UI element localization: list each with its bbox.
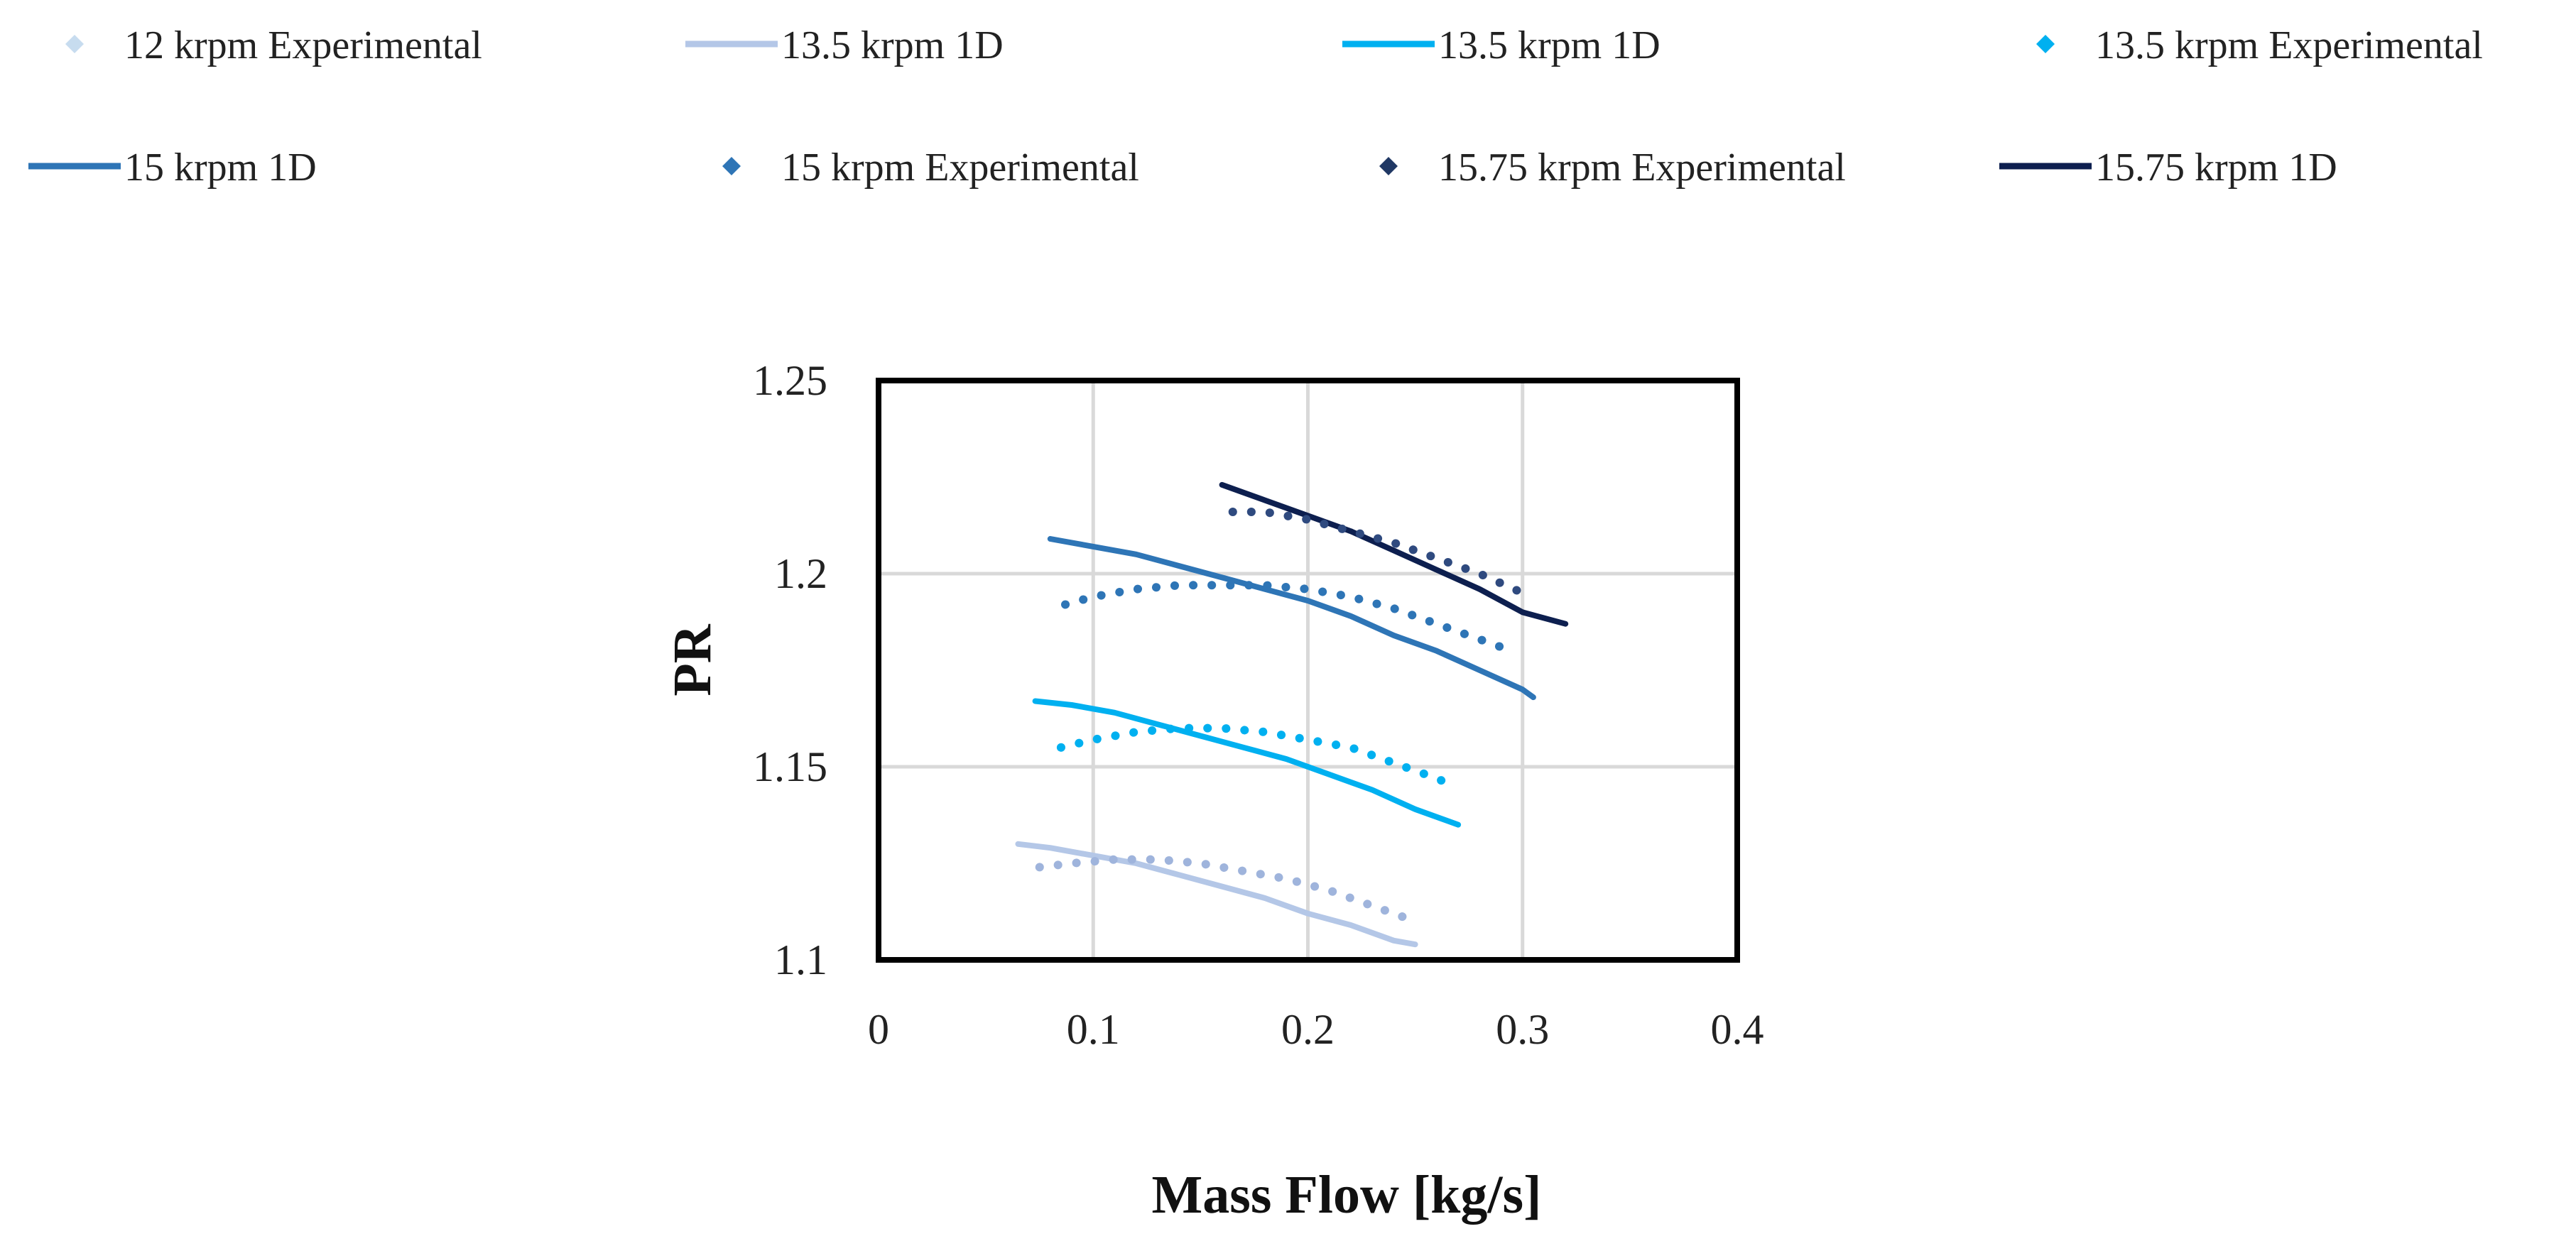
- series-15-krpm-experimental: [1061, 581, 1506, 652]
- legend-item-0: 12 krpm Experimental: [65, 23, 482, 67]
- legend-swatch-diamond: [1379, 157, 1398, 175]
- legend-label: 12 krpm Experimental: [124, 23, 482, 67]
- x-tick-label: 0.3: [1496, 1006, 1549, 1053]
- legend-label: 13.5 krpm 1D: [1438, 23, 1661, 67]
- tick-labels: 0 0.1 0.2 0.3 0.4 1.1 1.15 1.2 1.25: [753, 357, 1764, 1053]
- y-axis-title: PR: [663, 623, 722, 696]
- y-tick-label: 1.1: [774, 936, 827, 983]
- series-13-5-krpm-1d: [1032, 698, 1462, 828]
- legend-item-4: 15 krpm 1D: [28, 146, 317, 190]
- series-12-krpm-1d: [1015, 841, 1418, 948]
- legend-item-7: 15.75 krpm 1D: [1999, 146, 2337, 190]
- legend-label: 13.5 krpm 1D: [781, 23, 1004, 67]
- legend-swatch-diamond: [65, 35, 84, 53]
- x-tick-label: 0.2: [1281, 1006, 1335, 1053]
- series-15-75-krpm-1d: [1219, 481, 1569, 627]
- series-15-krpm-1d: [1047, 536, 1536, 701]
- series-group: [1015, 481, 1569, 948]
- y-tick-label: 1.25: [753, 357, 827, 404]
- legend-item-1: 13.5 krpm 1D: [685, 23, 1004, 67]
- y-tick-label: 1.2: [774, 550, 827, 597]
- y-tick-label: 1.15: [753, 743, 827, 790]
- legend-swatch-diamond: [2036, 35, 2055, 53]
- legend-label: 13.5 krpm Experimental: [2095, 23, 2483, 67]
- legend-label: 15.75 krpm 1D: [2095, 146, 2337, 190]
- series-15-75-krpm-experimental: [1228, 508, 1527, 598]
- plot-frame: [876, 378, 1740, 963]
- gridlines: [879, 381, 1737, 960]
- legend-swatch-diamond: [722, 157, 741, 175]
- x-tick-label: 0.4: [1711, 1006, 1764, 1053]
- x-tick-label: 0.1: [1067, 1006, 1120, 1053]
- legend: 12 krpm Experimental 13.5 krpm 1D 13.5 krp…: [28, 23, 2483, 190]
- legend-label: 15.75 krpm Experimental: [1438, 146, 1846, 190]
- x-tick-label: 0: [868, 1006, 889, 1053]
- legend-item-5: 15 krpm Experimental: [722, 146, 1139, 190]
- series-13-5-krpm-experimental: [1056, 723, 1458, 791]
- legend-item-3: 13.5 krpm Experimental: [2036, 23, 2483, 67]
- legend-item-2: 13.5 krpm 1D: [1342, 23, 1661, 67]
- series-12-krpm-experimental: [1035, 855, 1409, 922]
- legend-label: 15 krpm 1D: [124, 146, 317, 190]
- x-axis-title: Mass Flow [kg/s]: [1152, 1165, 1542, 1225]
- legend-item-6: 15.75 krpm Experimental: [1379, 146, 1846, 190]
- legend-label: 15 krpm Experimental: [781, 146, 1139, 190]
